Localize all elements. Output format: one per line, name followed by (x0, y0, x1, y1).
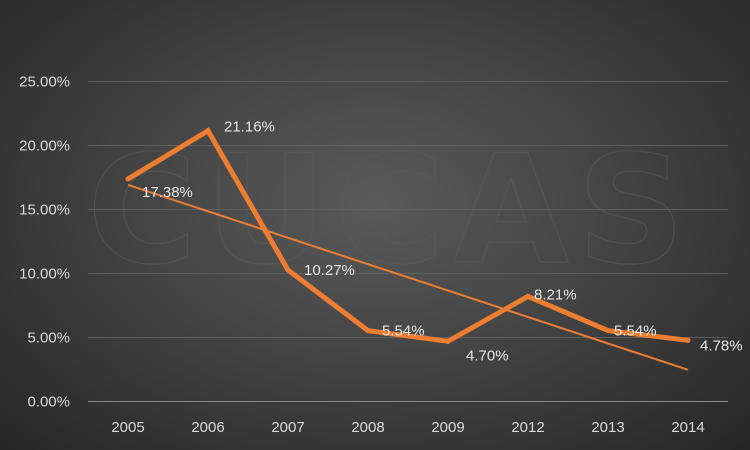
data-label: 5.54% (382, 323, 425, 340)
data-point (285, 267, 291, 273)
data-point (445, 338, 451, 344)
data-label: 17.38% (142, 184, 193, 201)
data-label: 4.70% (466, 347, 509, 364)
linear-trendline (127, 183, 689, 371)
data-point (125, 176, 131, 182)
data-point (525, 293, 531, 299)
series-layer (125, 127, 691, 344)
data-label: 21.16% (224, 119, 275, 136)
data-label: 10.27% (304, 262, 355, 279)
data-label: 5.54% (614, 323, 657, 340)
data-label: 8.21% (534, 286, 577, 303)
x-tick-label: 2013 (591, 419, 624, 436)
y-tick-label: 10.00% (19, 266, 70, 283)
y-tick-label: 5.00% (27, 330, 70, 347)
trendline-layer (127, 183, 689, 371)
x-tick-label: 2005 (111, 419, 144, 436)
y-tick-label: 20.00% (19, 138, 70, 155)
data-point (205, 128, 211, 134)
series-line (126, 127, 689, 344)
x-tick-label: 2014 (671, 419, 704, 436)
x-axis: 2005 2006 2007 2008 2009 2012 2013 2014 (111, 419, 704, 436)
data-label: 4.78% (700, 337, 743, 354)
x-tick-label: 2008 (351, 419, 384, 436)
x-tick-label: 2006 (191, 419, 224, 436)
y-axis: 0.00% 5.00% 10.00% 15.00% 20.00% 25.00% (19, 74, 70, 411)
data-point (365, 328, 371, 334)
y-tick-label: 0.00% (27, 394, 70, 411)
x-tick-label: 2012 (511, 419, 544, 436)
data-point (605, 328, 611, 334)
x-tick-label: 2009 (431, 419, 464, 436)
y-tick-label: 25.00% (19, 74, 70, 91)
data-point (685, 337, 691, 343)
x-tick-label: 2007 (271, 419, 304, 436)
data-labels: 17.38% 21.16% 10.27% 5.54% 4.70% 8.21% 5.54% 4.… (142, 119, 743, 365)
y-tick-label: 15.00% (19, 202, 70, 219)
